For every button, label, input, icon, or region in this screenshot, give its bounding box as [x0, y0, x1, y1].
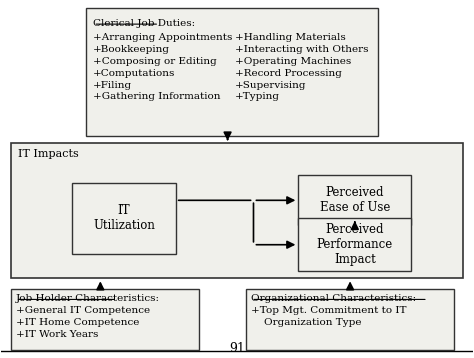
- Text: +Arranging Appointments
+Bookkeeping
+Composing or Editing
+Computations
+Filing: +Arranging Appointments +Bookkeeping +Co…: [93, 33, 233, 101]
- Text: IT Impacts: IT Impacts: [18, 149, 79, 159]
- Text: Clerical Job Duties:: Clerical Job Duties:: [93, 19, 195, 28]
- Text: Perceived
Ease of Use: Perceived Ease of Use: [319, 186, 390, 214]
- Text: Job Holder Characteristics:: Job Holder Characteristics:: [16, 294, 160, 304]
- Text: +Top Mgt. Commitment to IT
    Organization Type: +Top Mgt. Commitment to IT Organization …: [251, 306, 407, 327]
- FancyBboxPatch shape: [298, 175, 411, 225]
- FancyBboxPatch shape: [298, 218, 411, 271]
- Text: +General IT Competence
+IT Home Competence
+IT Work Years: +General IT Competence +IT Home Competen…: [16, 306, 150, 339]
- Text: 91: 91: [229, 342, 245, 355]
- Text: IT
Utilization: IT Utilization: [93, 204, 155, 232]
- FancyBboxPatch shape: [11, 144, 463, 279]
- FancyBboxPatch shape: [86, 9, 378, 136]
- FancyBboxPatch shape: [11, 289, 199, 349]
- Text: Organizational Characteristics:: Organizational Characteristics:: [251, 294, 416, 304]
- Text: +Handling Materials
+Interacting with Others
+Operating Machines
+Record Process: +Handling Materials +Interacting with Ot…: [235, 33, 368, 101]
- FancyBboxPatch shape: [72, 183, 176, 253]
- FancyBboxPatch shape: [246, 289, 454, 349]
- Text: Perceived
Performance
Impact: Perceived Performance Impact: [317, 223, 393, 266]
